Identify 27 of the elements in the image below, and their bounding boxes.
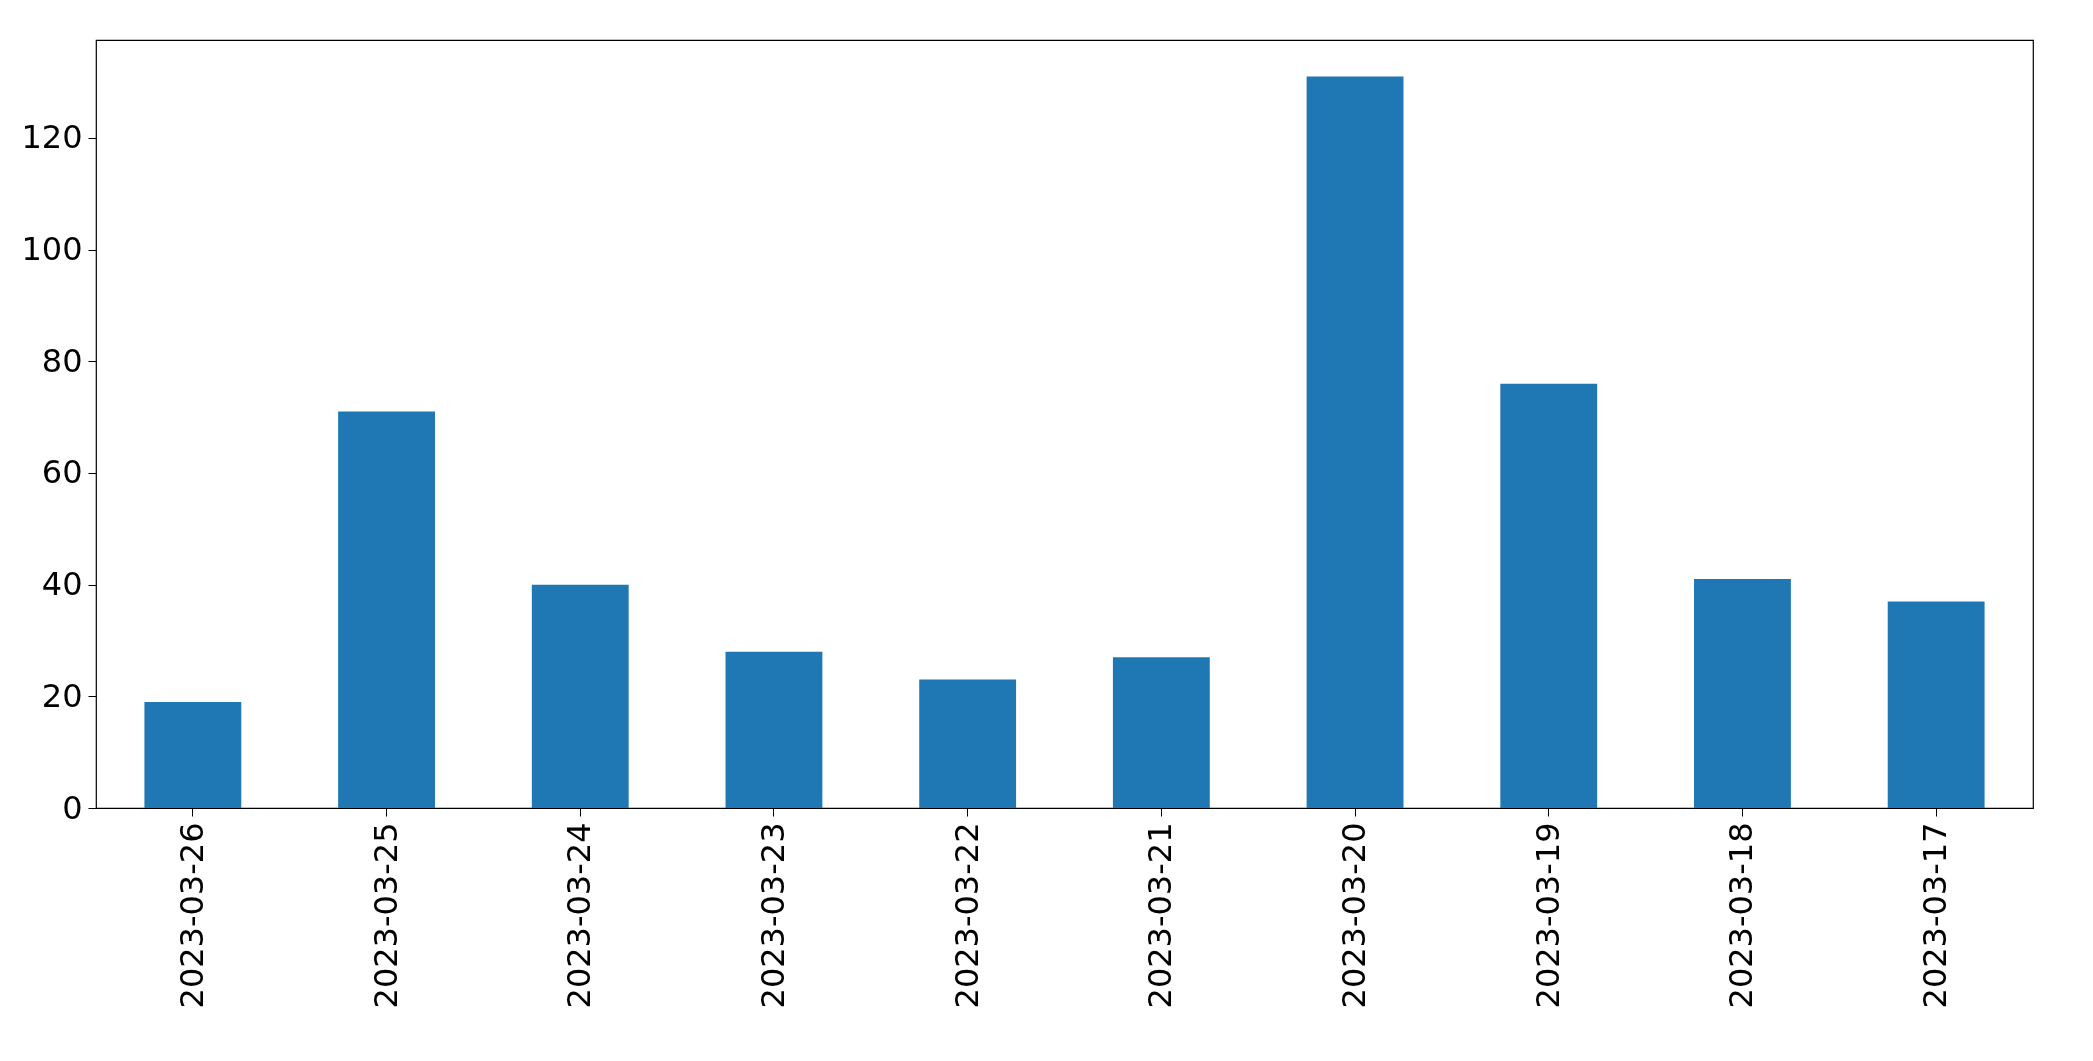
- bar: [1694, 579, 1791, 808]
- y-tick-label: 0: [62, 788, 83, 827]
- x-tick-label: 2023-03-22: [947, 822, 986, 1009]
- x-tick-label: 2023-03-18: [1722, 822, 1761, 1009]
- bar: [144, 701, 242, 808]
- x-tick-label: 2023-03-17: [1916, 822, 1955, 1009]
- y-tick-label: 100: [21, 230, 83, 269]
- bar: [919, 679, 1017, 808]
- y-tick-label: 120: [21, 118, 83, 157]
- bar: [338, 411, 435, 808]
- y-tick-label: 80: [41, 341, 83, 380]
- x-tick-label: 2023-03-23: [753, 822, 792, 1009]
- y-tick-label: 40: [41, 565, 83, 604]
- bar: [1887, 601, 1985, 808]
- bar: [1500, 383, 1598, 808]
- x-tick-label: 2023-03-21: [1141, 822, 1180, 1009]
- x-tick-label: 2023-03-26: [172, 822, 211, 1009]
- bar: [1112, 657, 1210, 808]
- x-tick-label: 2023-03-20: [1335, 822, 1374, 1009]
- x-tick-label: 2023-03-19: [1528, 822, 1567, 1009]
- bar: [531, 584, 629, 808]
- x-tick-label: 2023-03-25: [366, 822, 405, 1009]
- y-tick-label: 20: [41, 676, 83, 715]
- bar: [725, 651, 823, 808]
- bar: [1306, 76, 1404, 808]
- x-tick-label: 2023-03-24: [560, 822, 599, 1009]
- y-tick-label: 60: [41, 453, 83, 492]
